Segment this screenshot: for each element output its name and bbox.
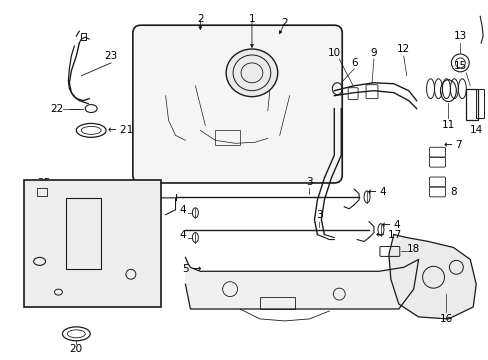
- Polygon shape: [388, 235, 475, 319]
- Text: 2: 2: [281, 18, 287, 28]
- Text: ← 21: ← 21: [108, 125, 133, 135]
- Bar: [24, 180, 161, 307]
- Text: 19 →: 19 →: [128, 195, 153, 205]
- Text: ← 4: ← 4: [367, 187, 386, 197]
- Text: 10: 10: [327, 48, 340, 58]
- Text: 22: 22: [50, 104, 63, 113]
- Text: 1: 1: [248, 14, 255, 24]
- Text: 18: 18: [406, 244, 420, 255]
- Text: 27: 27: [106, 286, 120, 296]
- Text: 4: 4: [179, 205, 185, 215]
- FancyBboxPatch shape: [133, 25, 342, 183]
- Text: 11: 11: [441, 121, 454, 130]
- Text: ← 26: ← 26: [106, 188, 131, 198]
- Text: 3: 3: [315, 210, 322, 220]
- Bar: [215, 130, 240, 145]
- Text: 2: 2: [197, 14, 203, 24]
- Text: 8: 8: [449, 187, 456, 197]
- Polygon shape: [185, 257, 418, 309]
- Text: 23: 23: [104, 51, 118, 61]
- Bar: [466, 89, 477, 121]
- Text: 24: 24: [30, 272, 43, 282]
- Text: 3: 3: [305, 177, 312, 187]
- Text: 20: 20: [70, 344, 82, 354]
- Text: 16: 16: [439, 314, 452, 324]
- Text: ← 7: ← 7: [443, 140, 462, 150]
- Text: 25: 25: [37, 178, 50, 188]
- Text: 13: 13: [453, 31, 466, 41]
- Bar: [475, 89, 483, 118]
- Bar: [81, 33, 86, 40]
- Text: 12: 12: [396, 44, 409, 54]
- Ellipse shape: [225, 49, 277, 96]
- Bar: [66, 198, 101, 269]
- Text: 14: 14: [468, 125, 482, 135]
- Text: 15: 15: [453, 61, 466, 71]
- Text: 4: 4: [179, 230, 185, 239]
- Text: ← 4: ← 4: [381, 220, 399, 230]
- Bar: [37, 188, 46, 196]
- Text: 9: 9: [370, 48, 377, 58]
- Text: 5 →: 5 →: [183, 264, 202, 274]
- Text: ← 17: ← 17: [375, 230, 401, 239]
- Text: 6: 6: [350, 58, 357, 68]
- Bar: [259, 297, 294, 309]
